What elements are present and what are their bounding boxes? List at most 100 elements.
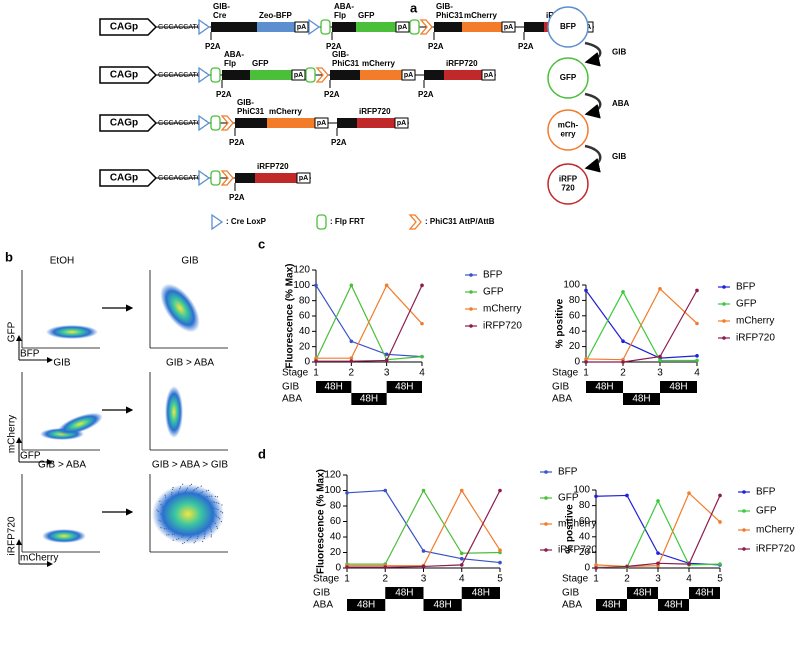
legend-marker — [544, 548, 548, 552]
x-tick-label: 5 — [717, 574, 723, 585]
transition-label: GIB — [612, 152, 626, 161]
treatment-box-label: 48H — [595, 382, 613, 393]
data-point — [718, 493, 722, 498]
legend-marker — [544, 470, 548, 474]
p2a-label: P2A — [418, 90, 434, 99]
gene-segment — [356, 22, 396, 32]
density — [152, 484, 224, 544]
y-tick-label: 80 — [330, 501, 342, 512]
linker-segment — [524, 22, 544, 32]
x-axis-label: Stage — [313, 574, 340, 585]
segment-label: GIB-Cre — [213, 2, 230, 20]
construct: CAGp GCCACCATGG GIB-Cre P2A Zeo-BFP pA ABA-Flp… — [99, 2, 594, 51]
transition-label: ABA — [612, 99, 630, 108]
cre-loxp — [198, 18, 211, 36]
data-point — [656, 551, 660, 555]
x-axis-label: Stage — [562, 574, 589, 585]
treatment-box — [586, 381, 623, 393]
polya-box — [294, 21, 309, 33]
polya-box — [296, 172, 311, 184]
x-axis-label: mCherry — [20, 553, 58, 564]
x-tick-label: 1 — [583, 368, 589, 379]
segment-label: GFP — [252, 59, 269, 68]
polya-label: pA — [504, 24, 513, 31]
linker-segment — [211, 22, 257, 32]
promoter-box — [99, 169, 158, 187]
segment-label: iRFP720 — [446, 59, 478, 68]
data-point — [625, 493, 629, 498]
y-tick-label: 20 — [330, 547, 342, 558]
key-label: : Flp FRT — [330, 217, 365, 226]
data-point — [498, 488, 502, 493]
legend-label: BFP — [558, 467, 578, 478]
treatment-box — [386, 381, 422, 393]
gene-segment — [360, 70, 402, 80]
polya-label: pA — [398, 24, 407, 31]
segment-label: mCherry — [269, 107, 302, 116]
segment-label: mCherry — [464, 11, 497, 20]
series-line — [585, 290, 698, 359]
polya-label: pA — [297, 24, 306, 31]
treatment-box-label: 48H — [360, 394, 378, 405]
plot-area — [150, 372, 228, 450]
legend-marker — [742, 509, 746, 513]
treatment-box — [351, 393, 387, 405]
y-tick-label: 60 — [579, 516, 591, 527]
density — [57, 412, 103, 436]
treatment-box — [347, 599, 386, 611]
legend-marker — [469, 290, 473, 294]
legend-label: BFP — [756, 487, 776, 498]
plot-title: GIB — [181, 256, 199, 267]
treatment-label: GIB — [562, 588, 580, 599]
y-tick-label: 80 — [569, 295, 581, 306]
data-point — [594, 494, 598, 499]
data-point — [658, 287, 662, 291]
density — [46, 325, 98, 339]
treatment-box — [316, 381, 352, 393]
p2a-label: P2A — [229, 193, 245, 202]
data-point — [420, 354, 424, 359]
legend-marker — [544, 522, 548, 526]
gene-segment — [444, 70, 482, 80]
legend-marker — [469, 273, 473, 277]
state-label: BFP — [560, 22, 577, 31]
p2a-label: P2A — [326, 42, 342, 51]
kozak: GCCACCATGG — [158, 120, 208, 127]
p2a-label: P2A — [518, 42, 534, 51]
data-point — [384, 358, 389, 363]
plot-title: GIB > ABA — [38, 460, 86, 471]
polya-box — [501, 21, 516, 33]
data-point — [384, 352, 389, 357]
segment-label: iRFP720 — [359, 107, 391, 116]
polya-box — [394, 117, 409, 129]
y-axis-label: Fluorescence (% Max) — [316, 469, 327, 574]
data-point — [687, 491, 691, 495]
x-tick-label: 3 — [657, 368, 663, 379]
treatment-box-label: 48H — [633, 588, 651, 599]
construct: CAGp GCCACCATGG GIB-PhiC31 P2A mCherry pA P2A i… — [99, 98, 409, 147]
density — [165, 386, 183, 438]
data-point — [658, 354, 662, 359]
data-point — [584, 288, 588, 293]
series-line — [316, 284, 423, 359]
data-point — [421, 488, 426, 493]
panel-label: d — [258, 446, 266, 461]
density — [160, 283, 200, 333]
segment-label: iRFP720 — [257, 162, 289, 171]
treatment-label: ABA — [282, 394, 302, 405]
x-tick-label: 2 — [349, 368, 355, 379]
kozak: GCCACCATGG — [158, 175, 208, 182]
legend-label: mCherry — [483, 304, 521, 315]
y-tick-label: 100 — [563, 280, 580, 291]
plot-title: GIB > ABA > GIB — [152, 460, 228, 471]
data-point — [621, 360, 625, 364]
key-loxp — [211, 213, 224, 231]
kozak: GCCACCATGG — [158, 72, 208, 79]
gene-segment — [255, 173, 297, 183]
legend-label: iRFP720 — [483, 321, 522, 332]
state-circle — [547, 6, 589, 48]
treatment-box — [596, 599, 627, 611]
x-tick-label: 3 — [655, 574, 661, 585]
x-axis-label: Stage — [552, 368, 579, 379]
state-label: iRFP 720 — [559, 175, 578, 193]
